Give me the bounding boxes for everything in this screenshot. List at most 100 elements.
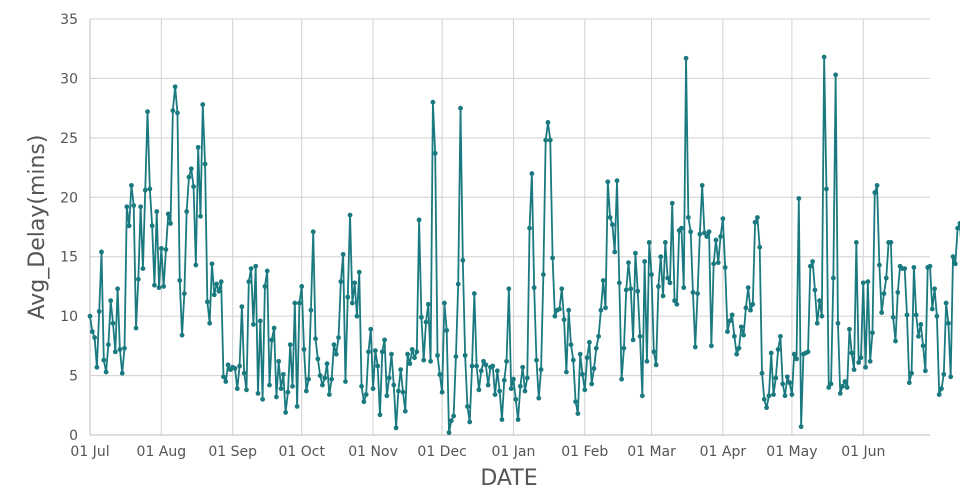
- data-point: [895, 289, 901, 295]
- data-point: [313, 336, 318, 342]
- data-point: [163, 247, 169, 252]
- data-point: [428, 358, 433, 364]
- data-point: [119, 370, 125, 376]
- data-point: [508, 386, 514, 392]
- data-point: [214, 281, 219, 287]
- data-point: [667, 280, 673, 286]
- data-point: [913, 312, 919, 318]
- data-point: [957, 221, 960, 226]
- y-tick-label: 10: [60, 309, 78, 325]
- y-tick-label: 5: [69, 369, 78, 385]
- data-point: [306, 376, 312, 382]
- data-point: [821, 54, 827, 60]
- data-point: [465, 404, 470, 409]
- data-point: [902, 266, 908, 271]
- data-point: [775, 347, 781, 352]
- data-point: [225, 362, 231, 368]
- data-point: [87, 313, 93, 319]
- data-point: [131, 203, 137, 209]
- data-point: [474, 363, 480, 369]
- x-tick-label: 01 Jan: [492, 444, 536, 460]
- data-point: [122, 345, 127, 351]
- data-point: [368, 326, 374, 332]
- data-point: [209, 261, 215, 267]
- data-point: [796, 196, 802, 201]
- data-point: [764, 405, 769, 411]
- data-point: [943, 300, 949, 306]
- x-tick-label: 01 Sep: [208, 444, 257, 460]
- data-point: [939, 386, 944, 392]
- data-point: [633, 250, 638, 256]
- data-point: [317, 373, 323, 378]
- data-point: [644, 358, 650, 364]
- data-point: [483, 362, 489, 368]
- data-point: [156, 285, 162, 291]
- data-point: [745, 285, 751, 291]
- data-point: [789, 392, 795, 397]
- data-point: [844, 385, 850, 390]
- data-point: [692, 344, 698, 350]
- x-tick-label: 01 Feb: [561, 444, 608, 460]
- data-point: [216, 288, 222, 294]
- data-point: [681, 285, 687, 291]
- data-point: [920, 343, 926, 349]
- data-point: [154, 209, 160, 214]
- data-point: [950, 254, 956, 260]
- data-point: [485, 382, 491, 388]
- axes: [89, 19, 930, 436]
- data-point: [322, 375, 328, 381]
- data-point: [524, 375, 530, 381]
- data-point: [359, 383, 364, 389]
- data-point: [349, 300, 355, 306]
- data-point: [890, 314, 896, 320]
- data-point: [603, 305, 608, 311]
- data-point: [425, 301, 431, 307]
- data-point: [158, 245, 164, 251]
- data-point: [695, 291, 700, 296]
- data-point: [642, 259, 648, 264]
- data-point: [748, 307, 753, 313]
- data-point: [531, 285, 537, 291]
- data-point: [520, 364, 526, 370]
- data-point: [89, 329, 95, 334]
- x-tick-label: 01 Oct: [278, 444, 325, 460]
- data-point: [124, 204, 130, 210]
- data-point: [232, 366, 238, 371]
- data-point: [458, 105, 463, 111]
- data-point: [379, 349, 385, 355]
- data-point: [276, 358, 282, 364]
- data-point: [453, 354, 459, 359]
- data-point: [543, 137, 549, 143]
- data-point: [612, 249, 618, 255]
- data-point: [651, 349, 657, 355]
- data-point: [653, 362, 659, 368]
- data-point: [170, 108, 176, 113]
- data-point: [186, 174, 192, 180]
- data-point: [946, 320, 951, 326]
- data-point: [326, 392, 332, 397]
- data-point: [607, 215, 613, 220]
- data-point: [948, 374, 954, 380]
- data-point: [561, 317, 567, 323]
- data-point: [241, 370, 247, 376]
- data-point: [356, 269, 362, 275]
- data-point: [729, 312, 735, 318]
- data-point: [738, 324, 744, 330]
- data-point: [529, 171, 535, 176]
- data-point: [750, 301, 756, 307]
- data-point: [416, 217, 422, 223]
- data-point: [393, 425, 399, 431]
- data-point: [517, 383, 523, 389]
- data-point: [481, 358, 486, 364]
- data-point: [274, 394, 279, 400]
- data-point: [570, 357, 576, 363]
- data-point: [621, 345, 627, 351]
- data-point: [133, 325, 139, 331]
- data-point: [830, 275, 836, 281]
- data-point: [181, 291, 187, 296]
- data-point: [589, 381, 595, 387]
- data-point: [405, 351, 410, 357]
- data-point: [294, 404, 300, 409]
- data-point: [244, 387, 249, 393]
- data-point: [547, 137, 553, 143]
